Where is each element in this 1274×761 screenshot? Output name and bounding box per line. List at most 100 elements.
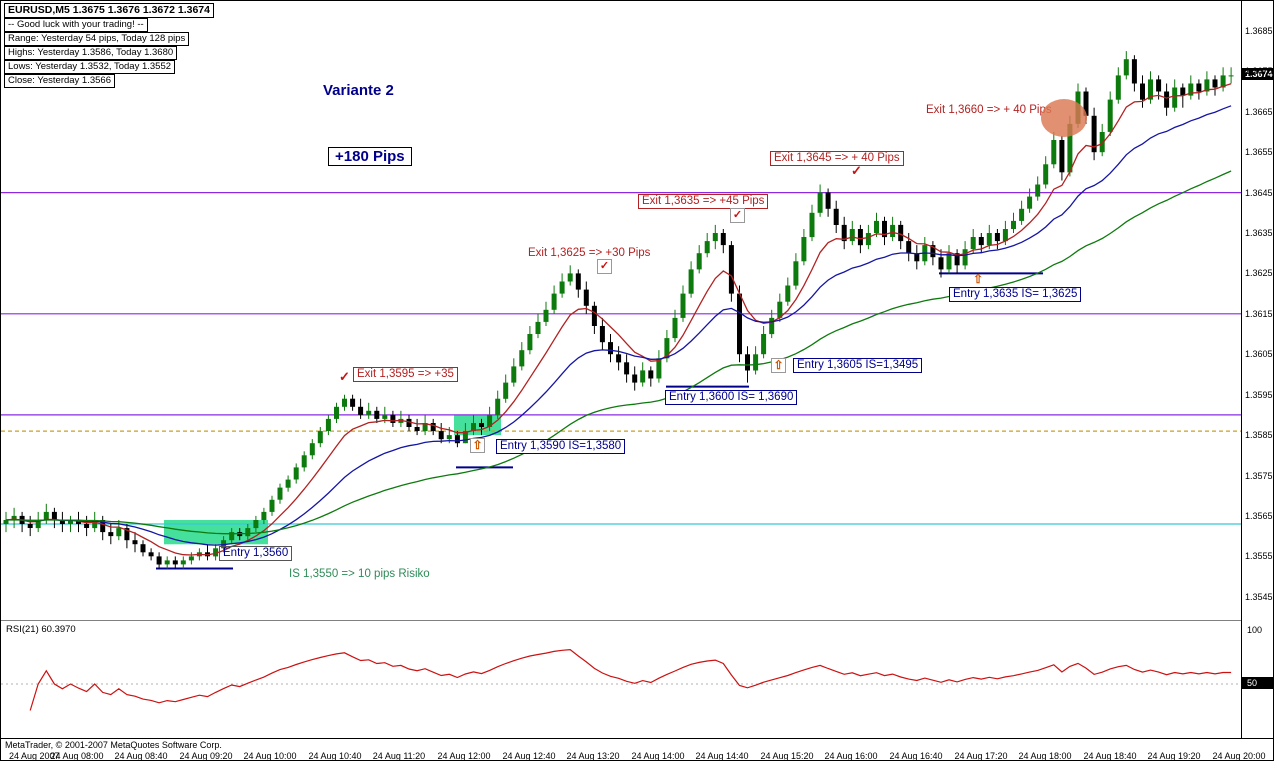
- price-axis-label: 1.3555: [1245, 551, 1273, 561]
- price-axis-label: 1.3595: [1245, 390, 1273, 400]
- candle-body: [865, 233, 871, 246]
- candle-body: [874, 220, 879, 233]
- candle-body: [430, 423, 436, 432]
- candle-body: [293, 467, 299, 480]
- price-axis-label: 1.3545: [1245, 592, 1273, 602]
- mid-ma-line: [5, 105, 1232, 546]
- candle-body: [898, 224, 904, 242]
- entry-13590-label[interactable]: Entry 1,3590 IS=1,3580: [496, 439, 626, 454]
- candle-body: [1083, 91, 1089, 116]
- exit-13660-label[interactable]: Exit 1,3660 => + 40 Pips: [926, 104, 1052, 116]
- candle-body: [342, 398, 347, 407]
- candle-body: [156, 556, 162, 565]
- candle-body: [1019, 208, 1025, 221]
- candle-body: [406, 418, 412, 427]
- candle-body: [849, 229, 855, 242]
- rsi-level-50-box: 50: [1242, 677, 1273, 689]
- candle-body: [1035, 184, 1041, 197]
- up-arrow-13635-icon[interactable]: ⇧: [973, 272, 984, 286]
- candle-body: [325, 418, 331, 431]
- time-axis-label: 24 Aug 17:20: [954, 751, 1008, 761]
- rsi-chart-canvas[interactable]: [1, 621, 1241, 738]
- entry-13600-label[interactable]: Entry 1,3600 IS= 1,3690: [665, 390, 798, 405]
- candle-body: [954, 253, 960, 266]
- time-axis-label: 24 Aug 18:00: [1018, 751, 1072, 761]
- rsi-value-label: RSI(21) 60.3970: [6, 624, 76, 635]
- exit-highlight-blob[interactable]: [1041, 99, 1087, 137]
- candle-body: [382, 414, 388, 419]
- check-13645-icon[interactable]: ✓: [851, 163, 862, 178]
- candle-body: [277, 487, 283, 500]
- time-axis-label: 24 Aug 09:20: [179, 751, 233, 761]
- up-arrow-13590-icon[interactable]: ⇧: [470, 438, 485, 453]
- candle-body: [712, 233, 718, 242]
- candle-body: [914, 253, 920, 262]
- main-chart-pane[interactable]: [1, 1, 1241, 619]
- candle-body: [664, 338, 670, 359]
- candle-body: [672, 317, 678, 339]
- candle-body: [801, 237, 807, 262]
- entry-13605-label[interactable]: Entry 1,3605 IS=1,3495: [793, 358, 923, 373]
- rsi-indicator-pane[interactable]: RSI(21) 60.3970: [1, 620, 1241, 738]
- time-axis[interactable]: MetaTrader, © 2001-2007 MetaQuotes Softw…: [1, 738, 1273, 761]
- price-axis-label: 1.3635: [1245, 228, 1273, 238]
- price-axis-label: 1.3625: [1245, 268, 1273, 278]
- checkbox-13625-icon[interactable]: ✓: [597, 259, 612, 274]
- candle-body: [994, 233, 1000, 242]
- candlestick-chart-canvas[interactable]: [1, 1, 1241, 619]
- exit-13645-label[interactable]: Exit 1,3645 => + 40 Pips: [770, 151, 904, 166]
- time-axis-label: 24 Aug 16:00: [824, 751, 878, 761]
- time-axis-label: 24 Aug 12:00: [437, 751, 491, 761]
- check-13595-icon[interactable]: ✓: [339, 369, 350, 384]
- exit-13625-label[interactable]: Exit 1,3625 => +30 Pips: [528, 247, 651, 259]
- time-axis-label: 24 Aug 11:20: [372, 751, 426, 761]
- info-lows-line: Lows: Yesterday 1.3532, Today 1.3552: [4, 60, 176, 74]
- candle-body: [100, 520, 106, 533]
- candle-body: [1188, 83, 1194, 96]
- candle-body: [519, 350, 525, 367]
- candle-body: [720, 233, 726, 246]
- up-arrow-13605-icon[interactable]: ⇧: [771, 358, 786, 373]
- price-axis-label: 1.3575: [1245, 471, 1273, 481]
- risk-label[interactable]: IS 1,3550 => 10 pips Risiko: [289, 568, 430, 580]
- price-axis-label: 1.3585: [1245, 430, 1273, 440]
- candle-body: [1204, 79, 1210, 92]
- price-axis-label: 1.3565: [1245, 511, 1273, 521]
- price-axis-label: 1.3665: [1245, 107, 1273, 117]
- candle-body: [737, 293, 742, 355]
- symbol-quote-title: EURUSD,M5 1.3675 1.3676 1.3672 1.3674: [4, 3, 214, 18]
- candle-body: [793, 261, 799, 286]
- time-axis-label: 24 Aug 08:40: [114, 751, 168, 761]
- candle-body: [728, 245, 734, 294]
- candle-body: [632, 374, 638, 383]
- exit-13635-label[interactable]: Exit 1,3635 => +45 Pips: [638, 194, 769, 209]
- candle-body: [890, 224, 896, 237]
- candle-body: [543, 309, 549, 322]
- candle-body: [164, 560, 170, 565]
- chart-info-panel: EURUSD,M5 1.3675 1.3676 1.3672 1.3674 --…: [4, 3, 214, 88]
- candle-body: [84, 524, 90, 528]
- variante-headline[interactable]: Variante 2: [323, 82, 394, 99]
- total-pips-headline[interactable]: +180 Pips: [328, 147, 412, 166]
- candle-body: [269, 499, 275, 512]
- entry-13635-label[interactable]: Entry 1,3635 IS= 1,3625: [949, 287, 1082, 302]
- price-axis[interactable]: 1.3674 100 50 1.3685 1.3675 1.3665 1.3655 1.…: [1241, 1, 1273, 738]
- candle-body: [938, 257, 944, 270]
- exit-13595-label[interactable]: Exit 1,3595 => +35: [353, 367, 458, 382]
- candle-body: [1131, 59, 1137, 84]
- candle-body: [1123, 59, 1129, 76]
- candle-body: [1172, 87, 1178, 108]
- checkbox-13635-icon[interactable]: ✓: [730, 208, 745, 223]
- price-axis-label: 1.3605: [1245, 349, 1273, 359]
- candle-body: [487, 414, 493, 427]
- candle-body: [124, 528, 130, 541]
- candle-body: [92, 520, 98, 529]
- candle-body: [35, 520, 41, 529]
- time-axis-label: 24 Aug 13:20: [566, 751, 620, 761]
- candle-body: [422, 423, 428, 432]
- entry-13560-label[interactable]: Entry 1,3560: [219, 546, 293, 561]
- time-axis-label: 24 Aug 16:40: [889, 751, 943, 761]
- candle-body: [704, 241, 710, 254]
